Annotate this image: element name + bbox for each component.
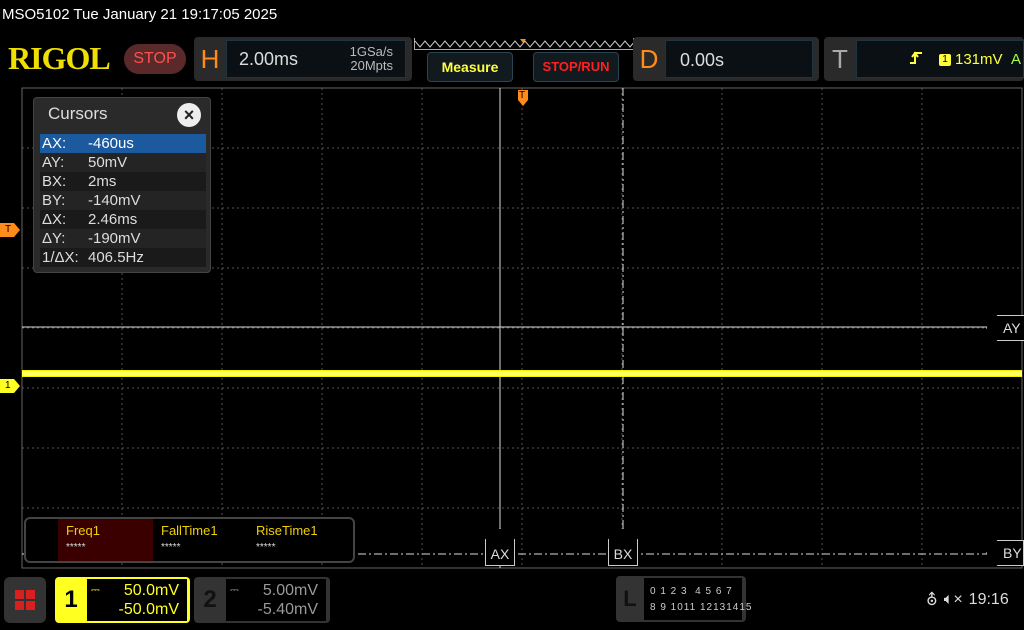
rising-edge-icon (909, 49, 923, 70)
cursor-row: 1/ΔX: 406.5Hz (40, 248, 206, 267)
trigger-label: T (832, 44, 848, 74)
sample-info: 1GSa/s 20Mpts (350, 45, 393, 73)
status-bar: ⛢ 🔈︎× 19:16 (926, 590, 1009, 610)
main-menu-button[interactable] (4, 577, 46, 623)
cursor-key: BY: (42, 192, 66, 209)
cursor-value: -140mV (88, 192, 141, 209)
cursor-key: BX: (42, 173, 67, 190)
horizontal-panel[interactable]: H 2.00ms 1GSa/s 20Mpts (194, 37, 412, 81)
cursors-panel: Cursors × AX: -460us AY: 50mV BX: 2ms BY: -140m… (33, 97, 211, 273)
cursor-key: ΔY: (42, 230, 66, 247)
measurement-falltime[interactable]: FallTime1 ***** (161, 523, 218, 553)
cursor-row: ΔY: -190mV (40, 229, 206, 248)
trigger-position-marker[interactable]: T (516, 88, 530, 108)
cursor-key: 1/ΔX: (42, 249, 79, 266)
channel1-offset-marker[interactable]: 1 (0, 379, 20, 393)
cursor-row: ΔX: 2.46ms (40, 210, 206, 229)
cursor-row: BY: -140mV (40, 191, 206, 210)
channel2-scale: ⎓ 5.00mV (226, 581, 326, 600)
cursor-value: 2ms (88, 173, 117, 190)
channel2-panel[interactable]: 2 ⎓ 5.00mV -5.40mV (194, 577, 330, 623)
cursor-row: AY: 50mV (40, 153, 206, 172)
trigger-level: 131mV (955, 51, 1003, 68)
close-icon[interactable]: × (177, 103, 201, 127)
delay-label: D (639, 44, 659, 74)
mute-icon[interactable]: 🔈︎× (943, 591, 963, 608)
logic-label: L (623, 586, 637, 611)
window-title: MSO5102 Tue January 21 19:17:05 2025 (2, 6, 278, 23)
delay-panel[interactable]: D 0.00s (633, 37, 819, 81)
sample-rate: 1GSa/s (349, 44, 393, 59)
timebase: 2.00ms (239, 49, 299, 69)
clock: 19:16 (968, 591, 1009, 608)
cursor-value: -190mV (88, 230, 141, 247)
memory-depth: 20Mpts (350, 58, 393, 73)
trigger-source: 1 (939, 54, 951, 66)
trigger-mode: A (1011, 51, 1022, 68)
cursor-value: 406.5Hz (88, 249, 144, 266)
waveform-overview (414, 38, 636, 50)
horizontal-label: H (200, 44, 220, 74)
cursor-row: BX: 2ms (40, 172, 206, 191)
trigger-level-marker[interactable]: T (0, 223, 20, 237)
channel1-panel[interactable]: 1 ⎓ 50.0mV -50.0mV (55, 577, 190, 623)
dc-coupling-icon: ⎓ (91, 584, 100, 596)
logic-channels-high: 8 9 1011 12131415 (650, 602, 753, 613)
logic-channels-low: 0 1 2 3 4 5 6 7 (650, 586, 733, 597)
cursor-value: 50mV (88, 154, 128, 171)
channel1-offset: -50.0mV (118, 601, 179, 618)
run-state-badge[interactable]: STOP (124, 44, 186, 74)
logic-panel[interactable]: L 0 1 2 3 4 5 6 7 8 9 1011 12131415 (616, 576, 753, 622)
measurement-freq[interactable]: Freq1 ***** (58, 519, 153, 561)
cursor-row: AX: -460us (40, 134, 206, 153)
usb-icon: ⛢ (926, 592, 938, 609)
trigger-panel[interactable]: T 1 131mV A (824, 37, 1024, 81)
cursor-key: ΔX: (42, 211, 67, 228)
measurement-risetime[interactable]: RiseTime1 ***** (256, 523, 318, 553)
measurement-bar: Freq1 ***** FallTime1 ***** RiseTime1 ***** (24, 517, 355, 563)
cursor-value: -460us (88, 135, 134, 152)
delay-value: 0.00s (680, 50, 725, 70)
channel2-offset: -5.40mV (257, 601, 318, 618)
stop-run-button[interactable]: STOP/RUN (533, 52, 619, 82)
measure-button[interactable]: Measure (427, 52, 513, 82)
rigol-logo: RIGOL (8, 40, 111, 76)
channel1-number: 1 (64, 586, 78, 613)
cursor-key: AY: (42, 154, 65, 171)
dc-coupling-icon: ⎓ (230, 584, 239, 596)
cursor-key: AX: (42, 135, 67, 152)
cursors-table: AX: -460us AY: 50mV BX: 2ms BY: -140mV ΔX: 2.46ms… (40, 134, 206, 267)
cursor-value: 2.46ms (88, 211, 138, 228)
channel1-scale: ⎓ 50.0mV (87, 581, 187, 600)
channel2-number: 2 (203, 586, 217, 613)
cursors-title: Cursors (48, 104, 108, 123)
